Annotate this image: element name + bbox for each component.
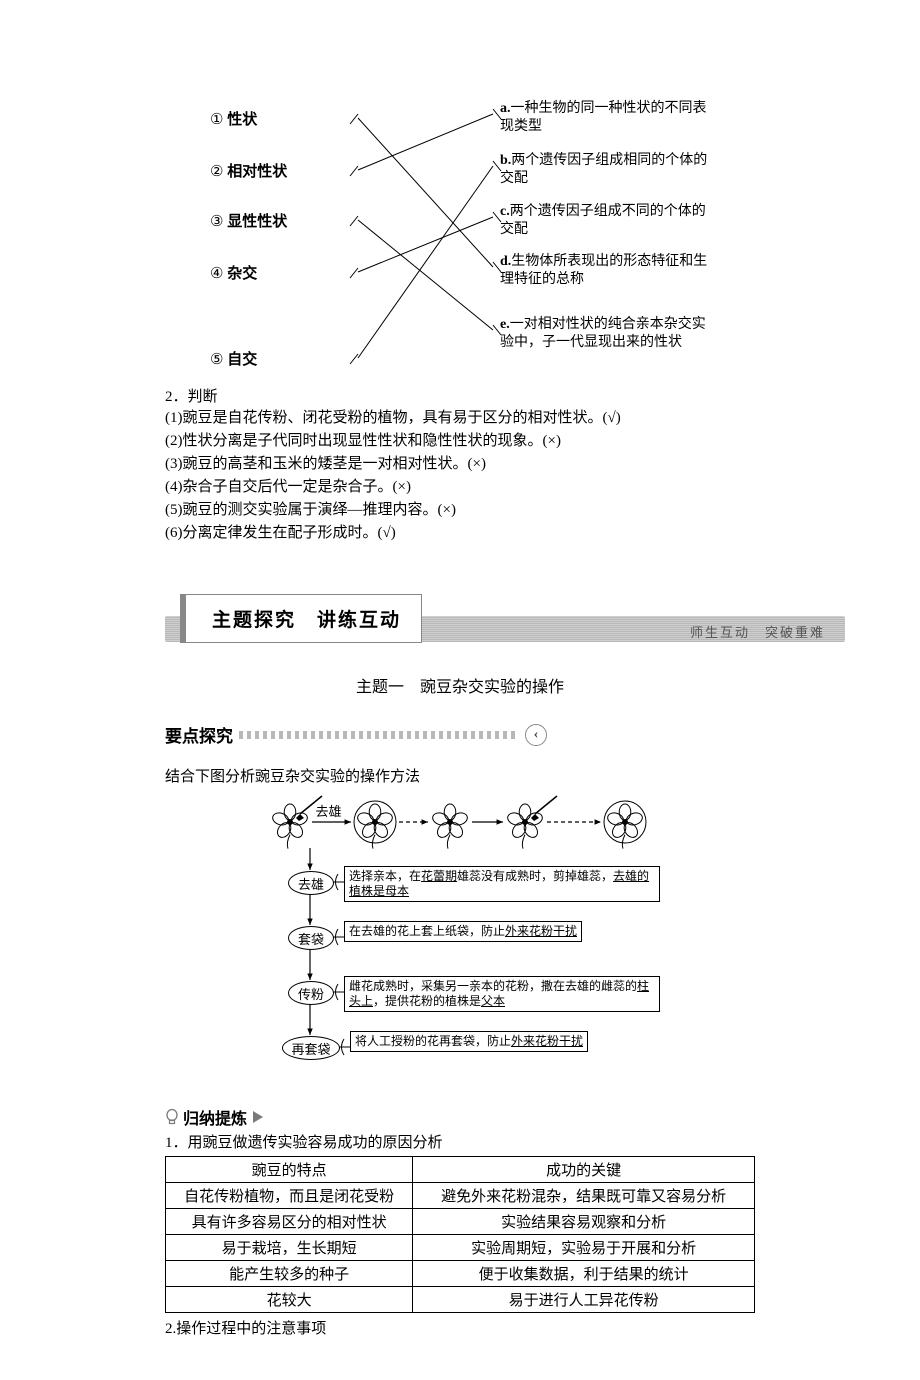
summary-row: 归纳提炼 (165, 1105, 755, 1129)
table-row: 自花传粉植物，而且是闭花受粉避免外来花粉混杂，结果既可靠又容易分析 (166, 1183, 755, 1209)
sub-topic: 主题一 豌豆杂交实验的操作 (165, 673, 755, 697)
table-cell: 避免外来花粉混杂，结果既可靠又容易分析 (413, 1183, 755, 1209)
table-cell: 易于进行人工异花传粉 (413, 1287, 755, 1313)
table-cell: 花较大 (166, 1287, 413, 1313)
judge-heading: 2．判断 (165, 385, 755, 406)
match-right-item: d.生物体所表现出的形态特征和生理特征的总称 (500, 253, 715, 288)
banner-title: 主题探究 讲练互动 (180, 594, 422, 643)
judge-list: (1)豌豆是自花传粉、闭花受粉的植物，具有易于区分的相对性状。(√)(2)性状分… (165, 408, 755, 544)
judge-item: (2)性状分离是子代同时出现显性性状和隐性性状的现象。(×) (165, 431, 755, 452)
matching-diagram: ① 性状② 相对性状③ 显性性状④ 杂交⑤ 自交a.一种生物的同一种性状的不同表… (210, 100, 710, 375)
table-cell: 实验周期短，实验易于开展和分析 (413, 1235, 755, 1261)
banner-right-label: 师生互动 突破重难 (690, 622, 825, 641)
table-cell: 易于栽培，生长期短 (166, 1235, 413, 1261)
match-right-item: e.一对相对性状的纯合亲本杂交实验中，子一代显现出来的性状 (500, 316, 715, 351)
judge-item: (1)豌豆是自花传粉、闭花受粉的植物，具有易于区分的相对性状。(√) (165, 408, 755, 429)
process-step-box: 在去雄的花上套上纸袋，防止外来花粉干扰 (344, 921, 582, 942)
process-step-box: 将人工授粉的花再套袋，防止外来花粉干扰 (350, 1031, 588, 1052)
process-step-box: 雌花成熟时，采集另一亲本的花粉，撒在去雄的雌蕊的柱头上，提供花粉的植株是父本 (344, 976, 660, 1012)
table-cell: 具有许多容易区分的相对性状 (166, 1209, 413, 1235)
match-left-item: ③ 显性性状 (210, 210, 287, 231)
match-left-item: ② 相对性状 (210, 160, 287, 181)
lightbulb-icon (165, 1108, 179, 1126)
circle-arrow-icon: ‹ (525, 724, 547, 746)
match-right-item: c.两个遗传因子组成不同的个体的交配 (500, 203, 715, 238)
match-left-item: ① 性状 (210, 108, 257, 129)
table-cell: 自花传粉植物，而且是闭花受粉 (166, 1183, 413, 1209)
process-step-oval: 套袋 (288, 926, 334, 950)
section-banner: 师生互动 突破重难 主题探究 讲练互动 (165, 594, 755, 648)
process-step-oval: 去雄 (288, 871, 334, 895)
table-row: 易于栽培，生长期短实验周期短，实验易于开展和分析 (166, 1235, 755, 1261)
play-icon (253, 1111, 263, 1123)
tail-line: 2.操作过程中的注意事项 (165, 1317, 755, 1338)
summary-label: 归纳提炼 (183, 1105, 247, 1129)
judge-item: (5)豌豆的测交实验属于演绎—推理内容。(×) (165, 500, 755, 521)
svg-text:去雄: 去雄 (315, 804, 341, 819)
key-point-label: 要点探究 (165, 722, 233, 747)
intro-line: 结合下图分析豌豆杂交实验的操作方法 (165, 765, 755, 786)
table-row: 花较大易于进行人工异花传粉 (166, 1287, 755, 1313)
summary-line-1: 1．用豌豆做遗传实验容易成功的原因分析 (165, 1131, 755, 1152)
key-point-row: 要点探究 ‹ (165, 722, 755, 747)
table-header: 成功的关键 (413, 1157, 755, 1183)
table-cell: 实验结果容易观察和分析 (413, 1209, 755, 1235)
table-row: 能产生较多的种子便于收集数据，利于结果的统计 (166, 1261, 755, 1287)
table-cell: 能产生较多的种子 (166, 1261, 413, 1287)
match-left-item: ④ 杂交 (210, 262, 257, 283)
match-right-item: b.两个遗传因子组成相同的个体的交配 (500, 152, 715, 187)
table-cell: 便于收集数据，利于结果的统计 (413, 1261, 755, 1287)
table-header: 豌豆的特点 (166, 1157, 413, 1183)
judge-item: (4)杂合子自交后代一定是杂合子。(×) (165, 477, 755, 498)
judge-item: (3)豌豆的高茎和玉米的矮茎是一对相对性状。(×) (165, 454, 755, 475)
match-right-item: a.一种生物的同一种性状的不同表现类型 (500, 100, 715, 135)
pea-reasons-table: 豌豆的特点 成功的关键 自花传粉植物，而且是闭花受粉避免外来花粉混杂，结果既可靠… (165, 1156, 755, 1313)
table-row: 具有许多容易区分的相对性状实验结果容易观察和分析 (166, 1209, 755, 1235)
process-step-oval: 再套袋 (282, 1036, 340, 1060)
judge-item: (6)分离定律发生在配子形成时。(√) (165, 523, 755, 544)
process-diagram: 去雄 去雄选择亲本，在花蕾期雄蕊没有成熟时，剪掉雄蕊，去雄的植株是母本套袋在去雄… (260, 792, 660, 1097)
dotted-band (239, 731, 519, 739)
process-step-oval: 传粉 (288, 981, 334, 1005)
process-step-box: 选择亲本，在花蕾期雄蕊没有成熟时，剪掉雄蕊，去雄的植株是母本 (344, 866, 660, 902)
match-left-item: ⑤ 自交 (210, 348, 257, 369)
